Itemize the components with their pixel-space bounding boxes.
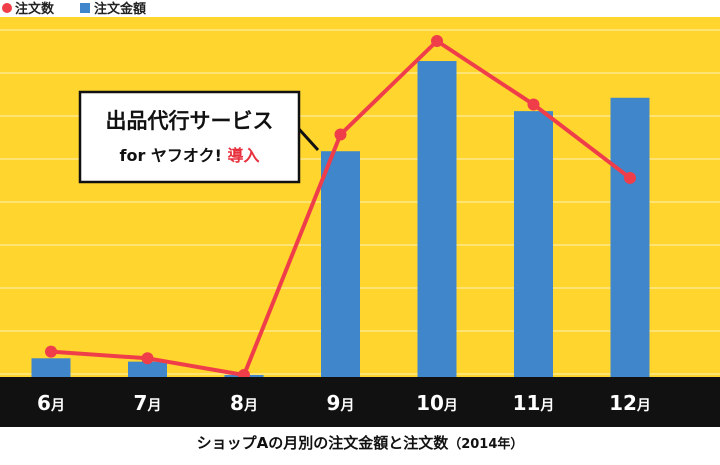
x-axis-ticks: 6月 7月 8月 9月 10月 11月 12月 <box>37 391 651 415</box>
tick-label-7: 7月 <box>134 391 162 415</box>
chart-caption: ショップAの月別の注文金額と注文数（2014年） <box>197 434 524 452</box>
line-point-11 <box>527 98 540 111</box>
line-point-12 <box>624 171 636 184</box>
tick-label-12: 12月 <box>609 391 651 415</box>
tick-label-6: 6月 <box>37 391 65 415</box>
callout-box <box>78 90 301 184</box>
caption-year: （2014年） <box>448 436 523 452</box>
callout-subtitle: for ヤフオク! 導入 <box>120 146 260 165</box>
caption-main: ショップAの月別の注文金額と注文数 <box>197 434 450 452</box>
bar-10 <box>417 61 457 377</box>
x-axis-band <box>0 377 720 427</box>
tick-label-10: 10月 <box>416 391 458 415</box>
bar-9 <box>321 151 360 377</box>
bar-11 <box>514 111 553 377</box>
bar-6 <box>31 358 71 377</box>
line-point-7 <box>141 352 154 365</box>
legend: 注文数 注文金額 <box>2 1 146 17</box>
bar-12 <box>610 97 650 377</box>
line-point-6 <box>45 345 57 358</box>
tick-label-8: 8月 <box>230 391 258 415</box>
callout-sub-prefix: for ヤフオク! <box>120 146 228 165</box>
bar-series <box>31 61 650 377</box>
line-point-9 <box>334 128 347 141</box>
tick-label-11: 11月 <box>513 391 555 415</box>
callout-title: 出品代行サービス <box>106 109 274 133</box>
tick-label-9: 9月 <box>327 391 355 415</box>
legend-bar-label: 注文金額 <box>94 1 146 17</box>
legend-line-swatch <box>2 3 12 13</box>
callout-sub-accent: 導入 <box>227 146 259 165</box>
legend-line-label: 注文数 <box>15 1 55 17</box>
legend-bar-swatch <box>80 3 90 13</box>
line-point-10 <box>431 35 443 47</box>
callout-annotation: 出品代行サービス for ヤフオク! 導入 <box>78 90 320 184</box>
callout-pointer <box>296 126 320 152</box>
bar-7 <box>128 361 167 377</box>
